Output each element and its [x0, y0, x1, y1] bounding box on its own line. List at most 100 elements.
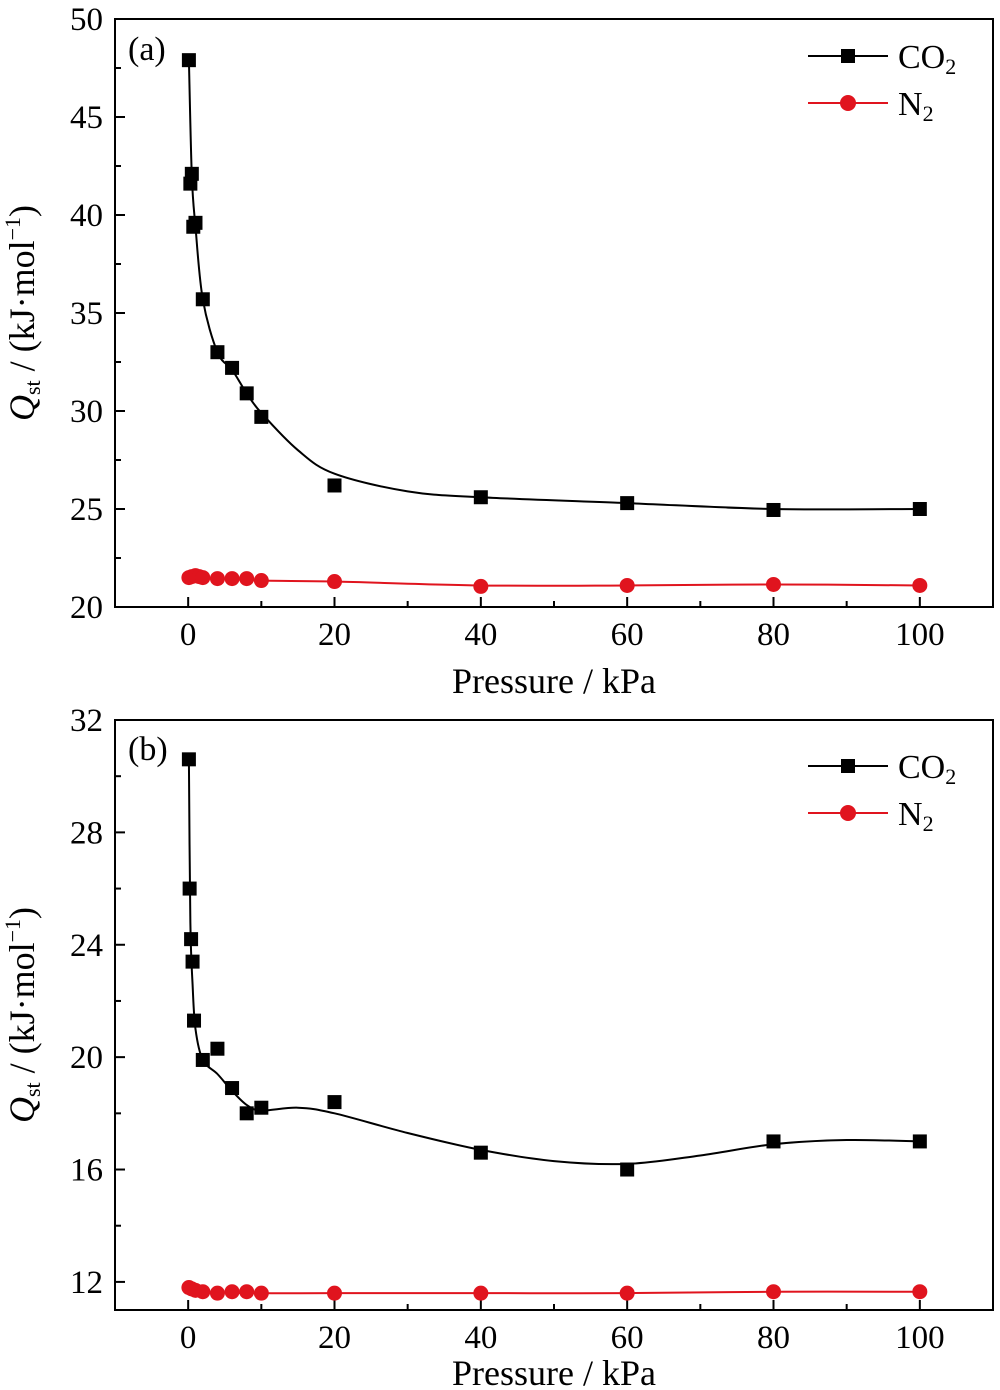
y-axis-subscript-a: st [20, 380, 45, 395]
data-point-n2-b-6 [239, 1284, 255, 1300]
data-point-n2-a-11 [619, 577, 635, 593]
legend-a: CO2 N2 [808, 39, 956, 126]
data-point-co2-a-2 [184, 166, 199, 181]
data-point-co2-b-7 [225, 1081, 240, 1096]
series-layer-a [181, 53, 928, 594]
data-point-n2-a-5 [209, 571, 225, 587]
panel-label-a: (a) [128, 31, 166, 68]
legend-item-co2-b: CO2 [808, 749, 956, 789]
data-point-co2-a-0 [181, 53, 196, 68]
series-layer-b [181, 752, 928, 1301]
data-point-co2-b-11 [473, 1145, 488, 1160]
y-axis-title-b: Qst / (kJ·mol−1) [0, 907, 45, 1123]
ticks-a: 0 20 40 60 80 100 20 25 30 35 40 45 50 [70, 2, 945, 653]
series-line-n2-a [188, 576, 920, 587]
y-axis-unit-sup-b: −1 [0, 919, 25, 942]
legend-item-n2-a: N2 [808, 86, 934, 126]
y-tick-label-b-1: 16 [70, 1153, 103, 1189]
y-tick-label-b-4: 28 [70, 815, 103, 851]
legend-item-n2-b: N2 [808, 796, 934, 836]
legend-item-co2-a: CO2 [808, 39, 956, 79]
x-tick-label-a-5: 100 [895, 617, 945, 653]
data-point-n2-b-4 [209, 1285, 225, 1301]
x-tick-label-a-3: 60 [611, 617, 644, 653]
data-point-co2-b-5 [195, 1052, 210, 1067]
x-tick-label-a-4: 80 [757, 617, 790, 653]
legend-label-n2-a-sub: 2 [923, 101, 934, 126]
data-point-co2-b-1 [182, 881, 197, 896]
x-tick-label-b-5: 100 [895, 1320, 945, 1356]
legend-b: CO2 N2 [808, 749, 956, 836]
panel-label-b: (b) [128, 731, 168, 768]
ticks-b: 0 20 40 60 80 100 12 16 20 24 28 32 [70, 703, 945, 1356]
data-point-n2-a-10 [473, 578, 489, 594]
x-tick-label-b-3: 60 [611, 1320, 644, 1356]
data-point-n2-a-4 [195, 570, 211, 586]
y-tick-label-a-3: 35 [70, 296, 103, 332]
y-tick-label-b-0: 12 [70, 1265, 103, 1301]
data-point-co2-b-0 [181, 752, 196, 767]
legend-label-co2-b-main: CO [898, 749, 945, 786]
data-point-co2-a-9 [254, 409, 269, 424]
data-point-co2-b-8 [239, 1106, 254, 1121]
legend-marker-co2-b [841, 759, 855, 773]
x-tick-label-a-0: 0 [180, 617, 197, 653]
data-point-n2-b-3 [195, 1284, 211, 1300]
series-line-co2-b [187, 759, 920, 1166]
legend-marker-n2-b [840, 805, 856, 821]
y-axis-symbol-a: Q [2, 395, 42, 421]
data-point-co2-a-11 [473, 490, 488, 505]
data-point-co2-a-8 [239, 386, 254, 401]
data-point-co2-a-13 [766, 502, 781, 517]
data-point-co2-a-6 [210, 345, 225, 360]
legend-label-n2-b-main: N [898, 796, 923, 833]
plot-frame-a [114, 18, 994, 608]
y-tick-label-b-5: 32 [70, 703, 103, 739]
y-tick-label-a-4: 40 [70, 198, 103, 234]
legend-label-n2-a: N2 [898, 86, 934, 126]
data-point-n2-b-7 [253, 1285, 269, 1301]
data-point-n2-a-12 [766, 576, 781, 592]
data-point-co2-b-6 [210, 1041, 225, 1056]
data-point-n2-a-7 [239, 571, 255, 587]
data-point-n2-b-5 [224, 1284, 240, 1300]
x-tick-label-a-2: 40 [464, 617, 497, 653]
x-tick-label-a-1: 20 [318, 617, 351, 653]
y-tick-label-a-1: 25 [70, 492, 103, 528]
data-point-co2-b-12 [620, 1162, 635, 1177]
data-point-n2-a-13 [912, 577, 928, 593]
y-tick-label-b-2: 20 [70, 1040, 103, 1076]
legend-label-co2-a-main: CO [898, 39, 945, 76]
data-point-co2-b-9 [254, 1100, 269, 1115]
panel-a: 0 20 40 60 80 100 20 25 30 35 40 45 50 (a) Pressure … [0, 2, 994, 701]
data-point-co2-a-14 [912, 502, 927, 516]
series-line-n2-b [188, 1286, 920, 1295]
data-point-n2-a-9 [327, 574, 342, 590]
data-point-n2-b-8 [327, 1285, 342, 1301]
y-axis-unit-close-b: ) [2, 907, 42, 919]
data-point-co2-a-5 [195, 292, 210, 307]
plot-frame-b [114, 719, 994, 1311]
y-axis-unit-b: / (kJ·mol [2, 942, 42, 1082]
x-axis-title-a: Pressure / kPa [452, 661, 656, 701]
legend-label-n2-a-main: N [898, 86, 923, 123]
y-axis-unit-sup-a: −1 [0, 217, 25, 240]
legend-label-co2-b-sub: 2 [945, 764, 956, 789]
legend-label-co2-a-sub: 2 [945, 54, 956, 79]
y-tick-label-a-2: 30 [70, 394, 103, 430]
legend-label-n2-b-sub: 2 [923, 811, 934, 836]
y-axis-symbol-b: Q [2, 1097, 42, 1123]
x-tick-label-b-1: 20 [318, 1320, 351, 1356]
data-point-co2-b-10 [327, 1095, 342, 1110]
data-point-co2-b-13 [766, 1134, 781, 1149]
data-point-n2-a-8 [253, 573, 269, 589]
data-point-co2-b-3 [185, 954, 200, 969]
legend-label-n2-b: N2 [898, 796, 934, 836]
data-point-co2-b-14 [912, 1134, 927, 1149]
data-point-co2-a-12 [620, 496, 635, 511]
x-tick-label-b-4: 80 [757, 1320, 790, 1356]
legend-marker-n2-a [840, 95, 856, 111]
legend-label-co2-a: CO2 [898, 39, 956, 79]
y-tick-label-b-3: 24 [70, 928, 103, 964]
data-point-co2-b-2 [184, 932, 199, 947]
